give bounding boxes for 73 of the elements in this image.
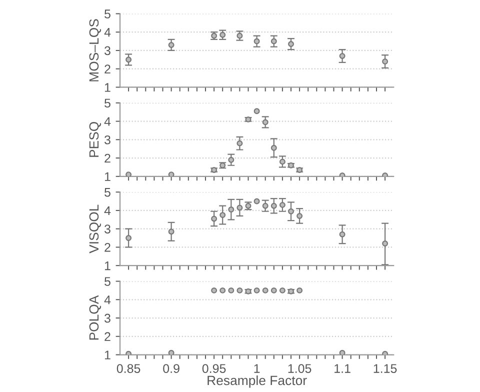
point	[270, 144, 277, 151]
point	[236, 32, 243, 39]
point	[339, 52, 346, 59]
point	[270, 38, 277, 44]
y-tick-label: 2	[104, 332, 110, 341]
y-axis-title: MOS–LQS	[89, 19, 101, 82]
point	[279, 202, 286, 208]
point	[236, 204, 243, 211]
y-tick-label: 5	[104, 10, 110, 18]
point	[126, 56, 132, 63]
x-tick-label: 0.85	[116, 364, 140, 373]
point	[262, 119, 268, 126]
y-tick-label: 4	[104, 206, 111, 215]
y-tick-label: 2	[104, 154, 110, 163]
point	[382, 240, 388, 247]
y-axis-title: PESQ	[89, 122, 101, 157]
point	[168, 42, 174, 48]
y-tick-label: 1	[104, 350, 110, 360]
point	[168, 172, 174, 176]
point	[270, 287, 277, 294]
point	[211, 287, 218, 294]
point	[254, 38, 260, 44]
point	[220, 287, 226, 294]
point	[236, 140, 243, 146]
point	[254, 287, 260, 294]
y-tick-label: 5	[104, 98, 110, 108]
x-tick-label: 1.15	[374, 364, 397, 373]
y-tick-label: 5	[104, 188, 110, 197]
point	[211, 216, 218, 222]
y-axis-title: VISQOL	[89, 204, 101, 254]
y-tick-label: 4	[104, 28, 111, 37]
point	[296, 212, 303, 219]
x-tick-label: 1	[254, 364, 260, 373]
point	[228, 156, 234, 163]
x-tick-label: 0.9	[163, 364, 180, 373]
point	[262, 287, 268, 294]
y-tick-label: 4	[104, 117, 111, 126]
point	[126, 172, 132, 176]
y-tick-label: 2	[104, 243, 110, 252]
point	[339, 350, 346, 355]
point	[228, 206, 234, 213]
y-tick-label: 2	[104, 64, 110, 74]
point	[288, 208, 294, 214]
point	[288, 41, 294, 48]
point	[168, 350, 174, 355]
y-tick-label: 3	[104, 224, 110, 234]
x-tick-label: 0.95	[202, 364, 226, 373]
x-axis-title: Resample Factor	[208, 375, 307, 388]
y-tick-label: 1	[104, 262, 110, 270]
y-tick-label: 4	[104, 296, 111, 304]
point	[270, 202, 277, 209]
point	[228, 287, 234, 294]
point	[236, 287, 243, 294]
y-tick-label: 3	[104, 46, 110, 56]
y-tick-label: 5	[104, 277, 110, 286]
point	[279, 158, 286, 165]
x-tick-label: 1.05	[288, 364, 312, 373]
point	[220, 212, 226, 218]
point	[296, 287, 303, 294]
point	[254, 198, 260, 204]
point	[382, 58, 388, 64]
y-axis-title: POLQA	[89, 295, 101, 340]
point	[126, 235, 132, 242]
x-tick-label: 1.1	[334, 364, 350, 373]
y-tick-label: 1	[104, 172, 110, 181]
point	[262, 202, 268, 209]
point	[168, 228, 174, 235]
point	[279, 287, 286, 294]
y-tick-label: 3	[104, 314, 110, 323]
point	[339, 231, 346, 238]
y-tick-label: 1	[104, 83, 110, 92]
y-tick-label: 3	[104, 135, 110, 144]
point	[254, 108, 260, 114]
